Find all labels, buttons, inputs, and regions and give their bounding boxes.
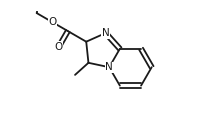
Text: O: O: [48, 17, 56, 27]
Text: N: N: [105, 62, 113, 72]
Text: O: O: [55, 42, 63, 52]
Text: N: N: [102, 28, 110, 38]
